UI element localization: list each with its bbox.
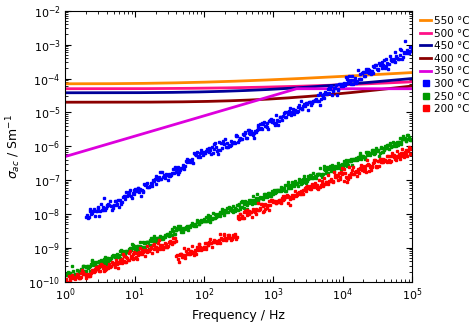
200 °C bbox=[64, 282, 70, 286]
350 °C bbox=[409, 87, 415, 91]
500 °C bbox=[227, 86, 233, 90]
Line: 300 °C: 300 °C bbox=[85, 40, 413, 218]
200 °C bbox=[406, 145, 412, 149]
200 °C bbox=[401, 155, 407, 159]
400 °C bbox=[63, 100, 68, 104]
450 °C bbox=[63, 91, 68, 95]
500 °C bbox=[250, 85, 255, 89]
300 °C bbox=[190, 161, 196, 165]
200 °C bbox=[409, 146, 415, 150]
250 °C bbox=[68, 273, 74, 277]
450 °C bbox=[250, 88, 255, 92]
450 °C bbox=[229, 89, 235, 93]
350 °C bbox=[63, 155, 68, 158]
550 °C bbox=[346, 74, 352, 78]
300 °C bbox=[213, 145, 219, 149]
200 °C bbox=[269, 199, 275, 203]
250 °C bbox=[230, 210, 236, 214]
550 °C bbox=[409, 71, 415, 75]
250 °C bbox=[405, 133, 411, 137]
400 °C bbox=[346, 91, 352, 95]
550 °C bbox=[250, 79, 255, 82]
300 °C bbox=[319, 93, 325, 96]
500 °C bbox=[229, 86, 235, 90]
300 °C bbox=[321, 92, 327, 96]
250 °C bbox=[409, 138, 415, 141]
350 °C bbox=[250, 99, 255, 103]
300 °C bbox=[85, 215, 91, 219]
500 °C bbox=[409, 80, 415, 84]
300 °C bbox=[289, 110, 295, 114]
Legend: 550 °C, 500 °C, 450 °C, 400 °C, 350 °C, 300 °C, 250 °C, 200 °C: 550 °C, 500 °C, 450 °C, 400 °C, 350 °C, … bbox=[420, 16, 470, 114]
250 °C bbox=[347, 159, 353, 163]
500 °C bbox=[63, 87, 68, 91]
500 °C bbox=[346, 82, 352, 86]
250 °C bbox=[228, 207, 234, 211]
400 °C bbox=[227, 99, 233, 103]
400 °C bbox=[401, 85, 406, 89]
400 °C bbox=[409, 84, 415, 88]
Line: 500 °C: 500 °C bbox=[65, 82, 412, 89]
450 °C bbox=[227, 89, 233, 93]
350 °C bbox=[294, 87, 300, 91]
Line: 400 °C: 400 °C bbox=[65, 86, 412, 102]
200 °C bbox=[228, 236, 234, 240]
350 °C bbox=[227, 106, 233, 110]
Line: 550 °C: 550 °C bbox=[65, 73, 412, 84]
500 °C bbox=[401, 80, 406, 84]
550 °C bbox=[269, 78, 274, 82]
200 °C bbox=[230, 235, 236, 239]
350 °C bbox=[269, 94, 274, 98]
Line: 250 °C: 250 °C bbox=[64, 134, 413, 276]
250 °C bbox=[63, 272, 68, 276]
550 °C bbox=[63, 82, 68, 86]
550 °C bbox=[227, 80, 233, 83]
250 °C bbox=[251, 200, 256, 203]
450 °C bbox=[409, 77, 415, 81]
450 °C bbox=[401, 77, 406, 81]
300 °C bbox=[402, 39, 408, 43]
X-axis label: Frequency / Hz: Frequency / Hz bbox=[192, 309, 285, 322]
250 °C bbox=[401, 137, 407, 141]
550 °C bbox=[401, 71, 406, 75]
300 °C bbox=[123, 190, 129, 194]
Y-axis label: $\sigma_{ac}$ / Sm$^{-1}$: $\sigma_{ac}$ / Sm$^{-1}$ bbox=[4, 114, 23, 179]
Line: 350 °C: 350 °C bbox=[65, 89, 412, 156]
350 °C bbox=[347, 87, 353, 91]
400 °C bbox=[250, 98, 255, 102]
250 °C bbox=[269, 189, 275, 193]
350 °C bbox=[229, 106, 235, 110]
200 °C bbox=[251, 209, 256, 213]
200 °C bbox=[347, 175, 353, 179]
200 °C bbox=[63, 281, 68, 285]
400 °C bbox=[229, 99, 235, 103]
500 °C bbox=[269, 85, 274, 89]
350 °C bbox=[401, 87, 407, 91]
450 °C bbox=[346, 82, 352, 86]
Line: 450 °C: 450 °C bbox=[65, 79, 412, 93]
300 °C bbox=[83, 215, 89, 219]
400 °C bbox=[269, 97, 274, 101]
450 °C bbox=[269, 87, 274, 91]
550 °C bbox=[229, 79, 235, 83]
Line: 200 °C: 200 °C bbox=[64, 146, 413, 285]
300 °C bbox=[409, 46, 415, 50]
